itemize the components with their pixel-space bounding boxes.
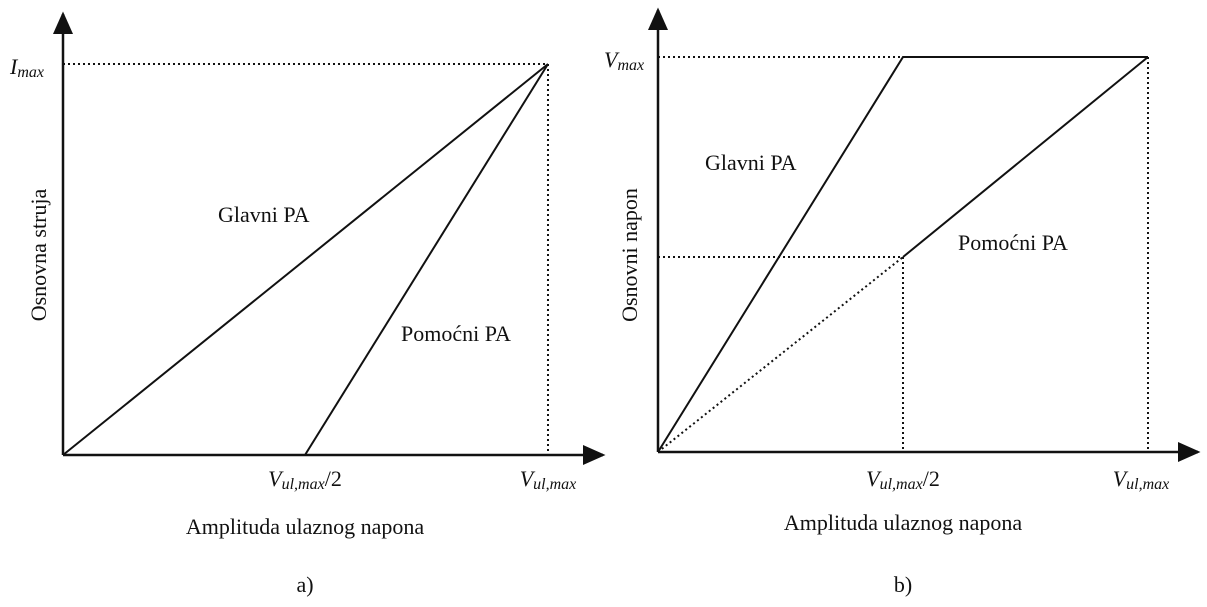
curve bbox=[62, 63, 549, 456]
y-tick-label: Vmax bbox=[604, 47, 644, 74]
caption: a) bbox=[296, 572, 313, 597]
x-tick-label: Vul,max/2 bbox=[866, 466, 940, 493]
caption: b) bbox=[894, 572, 912, 597]
panel-a: Imax Vul,max/2 Vul,max Glavni PA Pomoćni… bbox=[9, 11, 606, 597]
curve-label: Pomoćni PA bbox=[401, 321, 511, 346]
guide-line bbox=[657, 256, 904, 453]
y-axis-label: Osnovna struja bbox=[26, 188, 51, 321]
x-axis-label: Amplituda ulaznog napona bbox=[186, 514, 425, 539]
y-tick-label: Imax bbox=[9, 54, 44, 81]
x-axis-label: Amplituda ulaznog napona bbox=[784, 510, 1023, 535]
curve-label: Glavni PA bbox=[218, 202, 310, 227]
x-tick-label: Vul,max/2 bbox=[268, 466, 342, 493]
curve-label: Pomoćni PA bbox=[958, 230, 1068, 255]
panel-b: Vmax Vul,max/2 Vul,max Glavni PA Pomoćni… bbox=[604, 7, 1201, 597]
curve bbox=[657, 56, 1148, 453]
x-tick-label: Vul,max bbox=[1113, 466, 1170, 493]
curve bbox=[304, 63, 549, 456]
x-tick-label: Vul,max bbox=[520, 466, 577, 493]
curve bbox=[902, 56, 1149, 258]
curve-label: Glavni PA bbox=[705, 150, 797, 175]
y-axis-label: Osnovni napon bbox=[617, 188, 642, 322]
